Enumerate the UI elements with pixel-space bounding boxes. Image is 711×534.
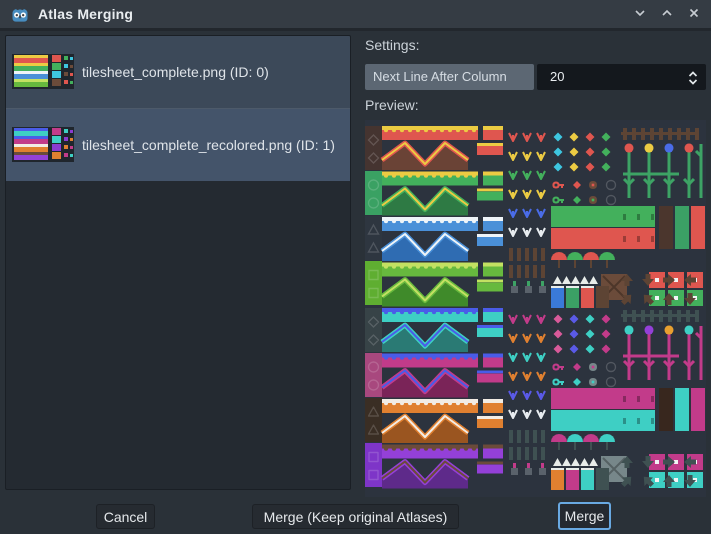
preview-section-label: Preview: [365, 97, 419, 113]
merge-button[interactable]: Merge [558, 502, 611, 530]
atlas-list: tilesheet_complete.png (ID: 0) tilesheet… [5, 35, 351, 490]
atlas-thumbnail-0 [12, 54, 74, 89]
titlebar[interactable]: Atlas Merging [0, 0, 711, 31]
window-title: Atlas Merging [38, 6, 134, 22]
atlas-list-item-0[interactable]: tilesheet_complete.png (ID: 0) [6, 36, 350, 108]
next-line-after-column-spinbox[interactable]: 20 [537, 64, 706, 90]
atlas-preview-image [365, 120, 706, 497]
atlas-item-label: tilesheet_complete.png (ID: 0) [82, 64, 269, 80]
spinbox-value: 20 [550, 69, 565, 84]
close-icon [687, 6, 701, 23]
settings-section-label: Settings: [365, 37, 420, 53]
atlas-thumbnail-1 [12, 127, 74, 162]
window-expand-button[interactable] [656, 3, 678, 25]
chevron-down-icon [633, 6, 647, 23]
godot-icon [10, 5, 30, 25]
atlas-item-label: tilesheet_complete_recolored.png (ID: 1) [82, 137, 335, 153]
merge-keep-original-button[interactable]: Merge (Keep original Atlases) [252, 504, 459, 529]
cancel-button[interactable]: Cancel [96, 504, 155, 529]
window-close-button[interactable] [683, 3, 705, 25]
window-collapse-button[interactable] [629, 3, 651, 25]
window-controls [629, 3, 705, 25]
chevron-up-icon [660, 6, 674, 23]
spinbox-updown-icon[interactable] [687, 69, 699, 85]
next-line-after-column-label: Next Line After Column [365, 64, 534, 90]
atlas-list-item-1[interactable]: tilesheet_complete_recolored.png (ID: 1) [6, 108, 350, 181]
